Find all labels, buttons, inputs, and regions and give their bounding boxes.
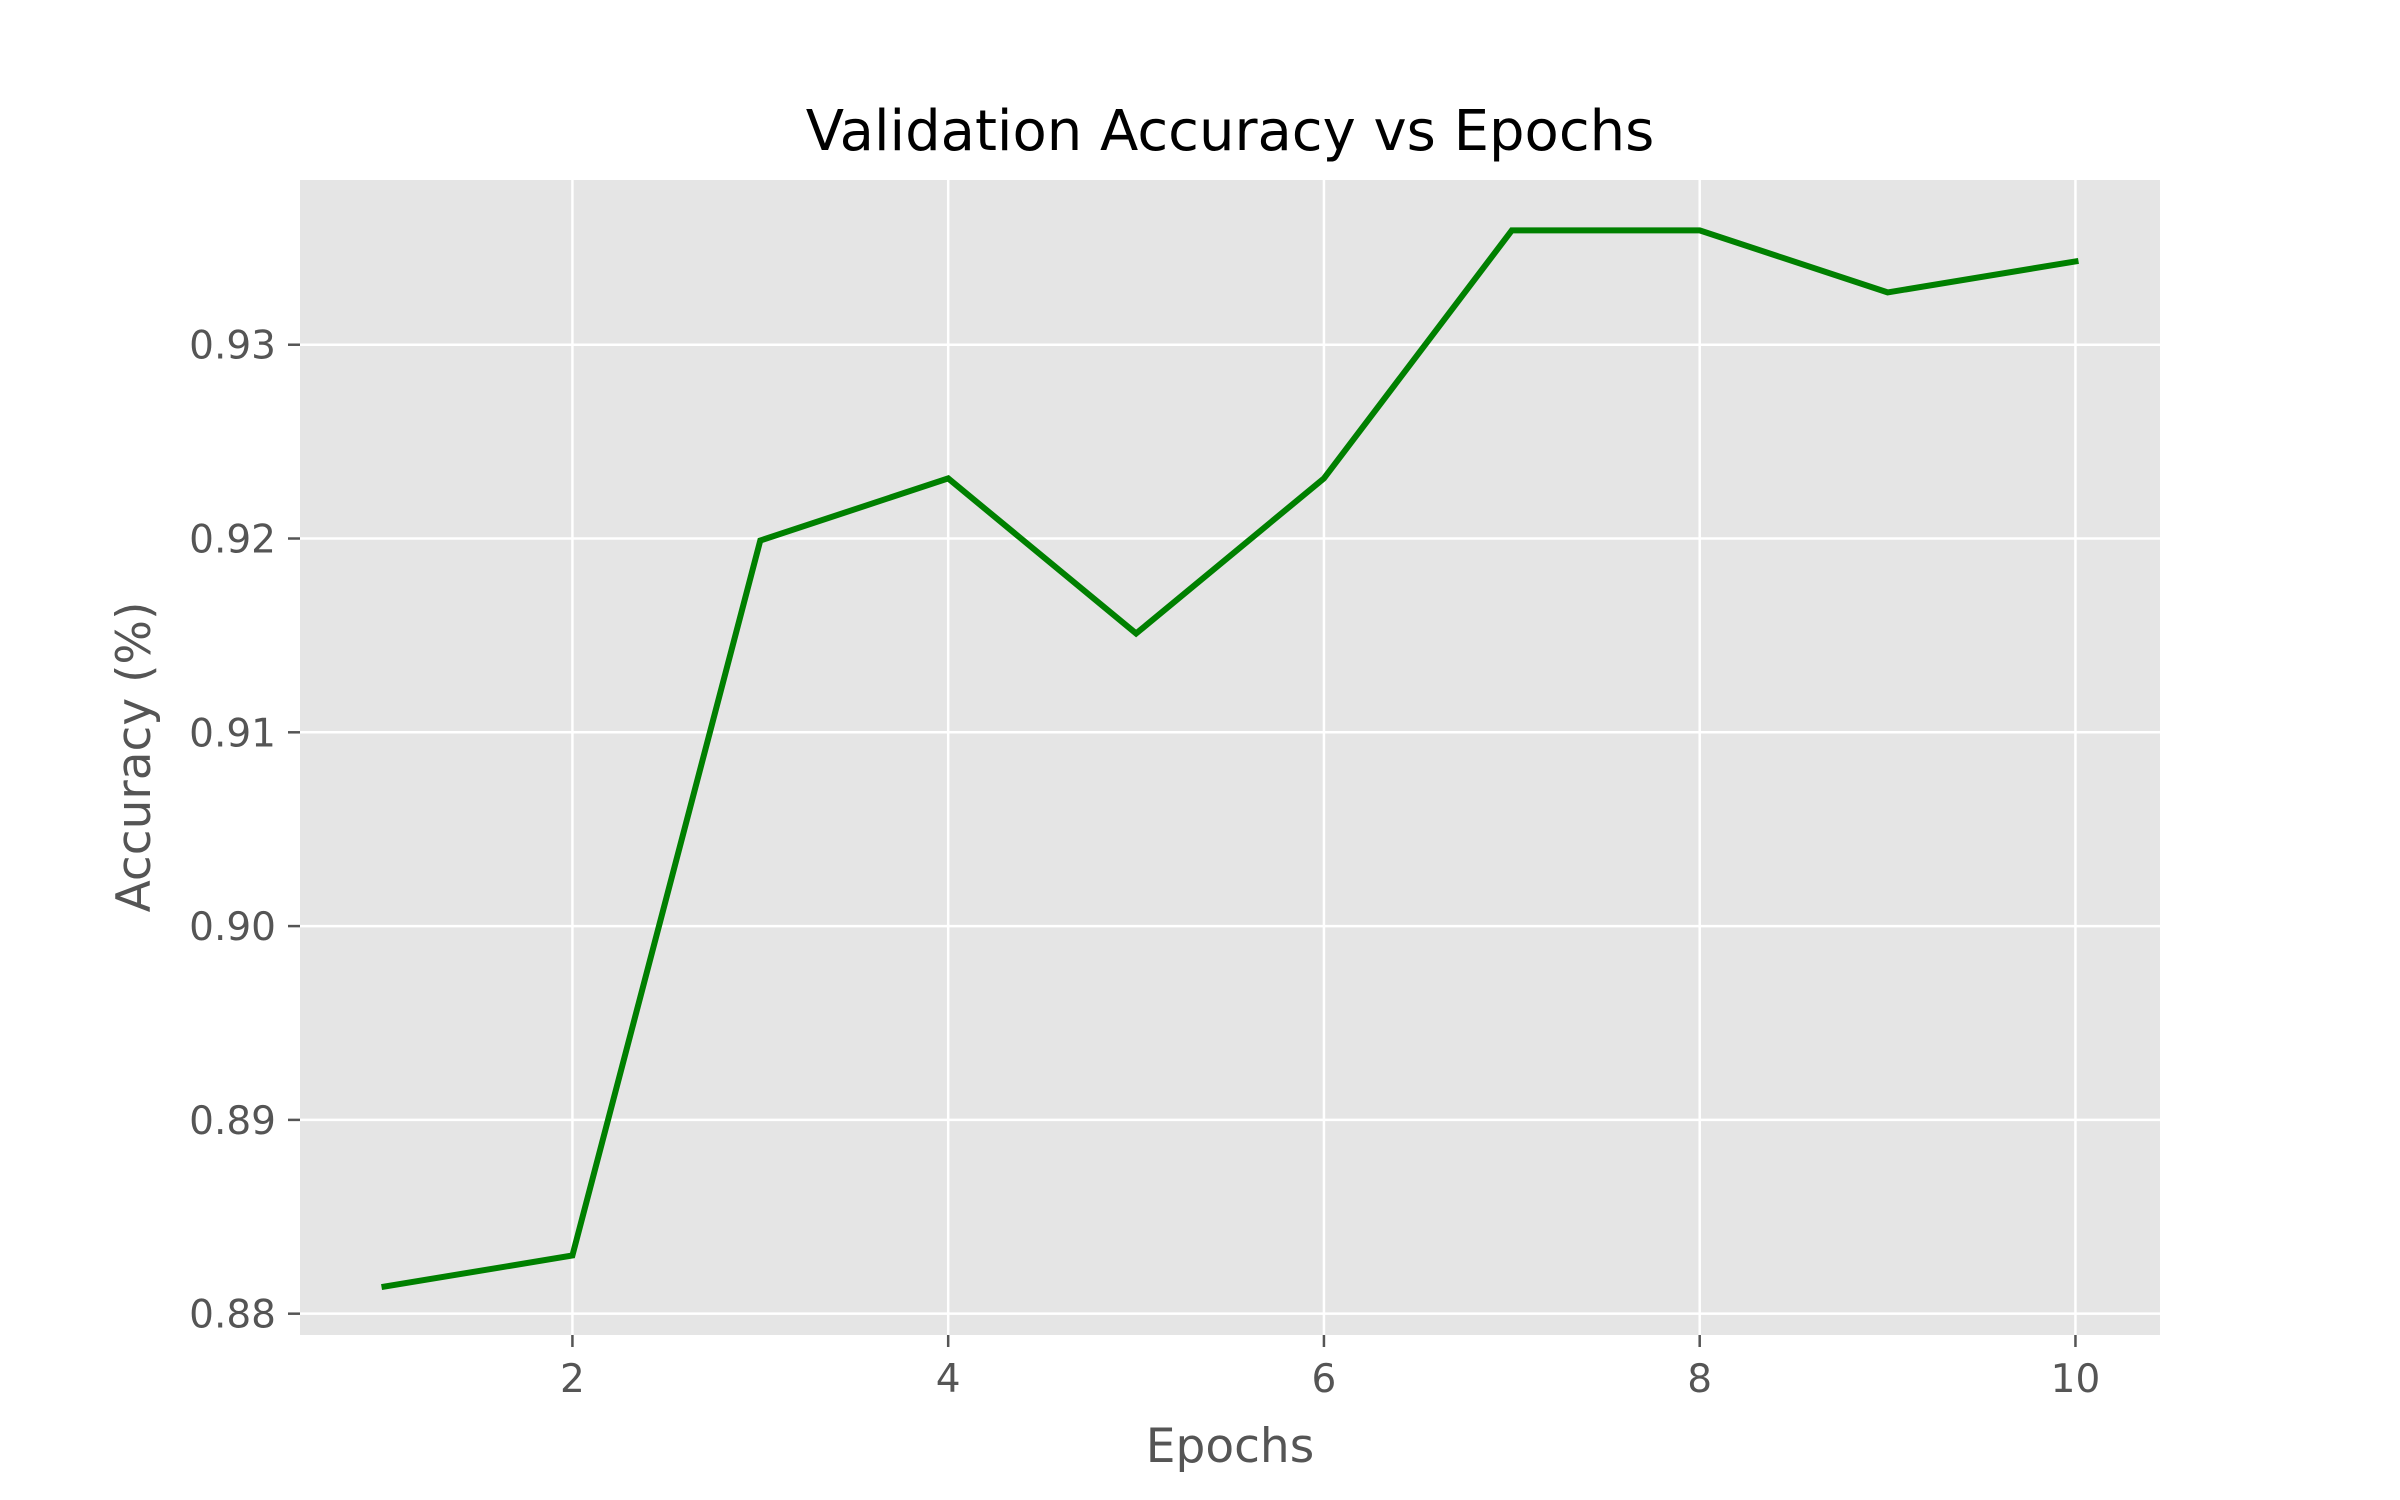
x-tick-label: 2 bbox=[560, 1357, 585, 1402]
chart-title: Validation Accuracy vs Epochs bbox=[806, 99, 1655, 164]
y-tick-label: 0.93 bbox=[189, 324, 276, 369]
y-tick-label: 0.92 bbox=[189, 518, 276, 563]
y-tick-label: 0.91 bbox=[189, 711, 276, 756]
axis-ticks bbox=[288, 343, 2077, 1347]
x-tick-label: 4 bbox=[936, 1357, 961, 1402]
x-tick-label: 10 bbox=[2051, 1357, 2101, 1402]
y-tick-label: 0.90 bbox=[189, 905, 276, 950]
y-tick-label: 0.88 bbox=[189, 1293, 276, 1338]
x-tick-label: 8 bbox=[1687, 1357, 1712, 1402]
accuracy-series-line bbox=[381, 227, 2079, 1291]
y-tick-label: 0.89 bbox=[189, 1099, 276, 1144]
tick-labels: 2 4 6 8 10 0.88 0.89 0.90 0.91 0.92 0.93 bbox=[189, 324, 2100, 1402]
y-axis-label: Accuracy (%) bbox=[107, 602, 162, 913]
plot-area bbox=[300, 180, 2160, 1335]
x-tick-label: 6 bbox=[1312, 1357, 1337, 1402]
x-axis-label: Epochs bbox=[1146, 1419, 1314, 1474]
